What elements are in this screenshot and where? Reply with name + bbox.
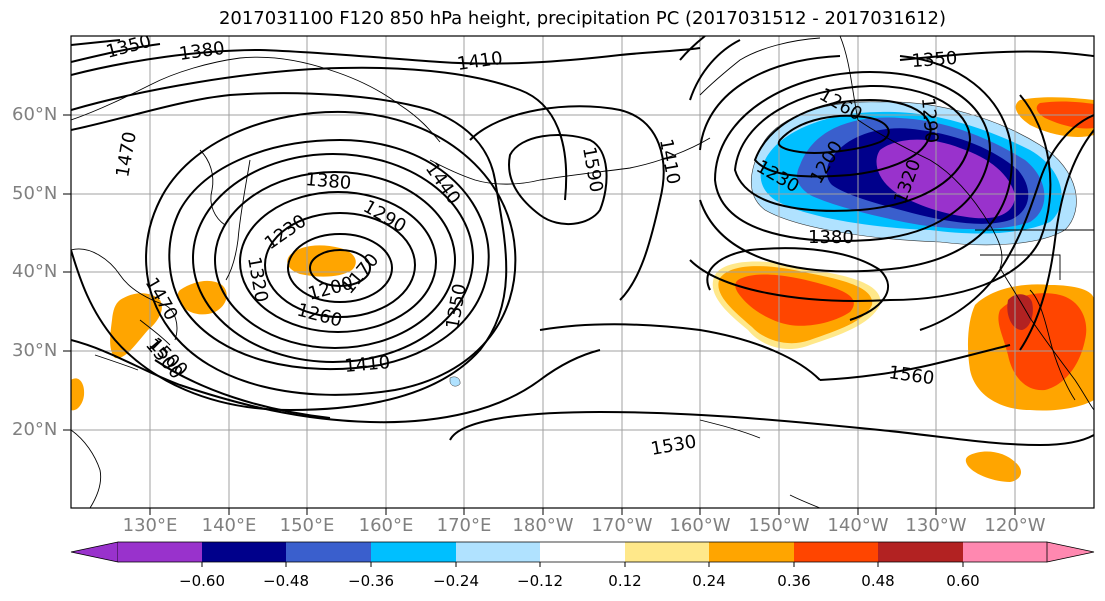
axis-ticks [63,114,1016,515]
chart-title: 2017031100 F120 850 hPa height, precipit… [218,8,947,29]
colorbar-tick-label: −0.36 [348,572,394,590]
colorbar-segment [625,542,709,562]
lon-label: 170°E [436,515,492,536]
colorbar-segment [286,542,371,562]
lon-label: 160°W [669,515,731,536]
contour-label: 1230 [261,211,311,254]
colorbar-tick-label: 0.48 [861,572,895,590]
contour-label: 1380 [808,227,854,248]
lat-label: 30°N [12,340,58,361]
lon-label: 150°W [748,515,810,536]
colorbar [70,541,1095,567]
colorbar-tick-label: 0.36 [777,572,811,590]
colorbar-tick-label: 0.12 [608,572,642,590]
lat-label: 40°N [12,261,58,282]
contour-label: 1410 [344,352,391,377]
colorbar-extend-low [70,541,119,563]
colorbar-segment [963,542,1047,562]
contour-label: 1530 [649,431,698,460]
colorbar-segment [794,542,878,562]
lat-label: 50°N [12,183,58,204]
colorbar-segment [202,542,286,562]
colorbar-tick-label: 0.60 [946,572,980,590]
colorbar-tick-label: −0.48 [263,572,309,590]
contour-label: 1290 [917,97,942,144]
colorbar-segment [118,542,202,562]
lon-label: 160°E [358,515,414,536]
lon-label: 170°W [591,515,653,536]
coastlines [71,36,1094,508]
colorbar-segment [456,542,540,562]
colorbar-tick-label: 0.24 [692,572,726,590]
colorbar-tick-label: −0.60 [179,572,225,590]
lon-label: 180°W [512,515,574,536]
contour-label: 1320 [243,255,272,304]
contour-label: 1290 [360,196,410,237]
lon-label: 140°W [827,515,889,536]
lat-label: 60°N [12,104,58,125]
lon-label: 130°W [905,515,967,536]
contour-label: 1380 [178,38,226,65]
lon-label: 140°E [201,515,257,536]
colorbar-segment [709,542,794,562]
colorbar-tick-label: −0.24 [433,572,479,590]
colorbar-segment [878,542,963,562]
contour-label: 1380 [305,169,352,194]
colorbar-segment [371,542,456,562]
lat-label: 20°N [12,419,58,440]
lon-label: 120°W [984,515,1046,536]
colorbar-tick-label: −0.12 [517,572,563,590]
height-contours [71,36,1094,447]
map-area: 1350 1380 1410 1470 1440 1500 1590 1410 … [71,36,1094,508]
contour-label: 1410 [456,48,504,75]
contour-label: 1410 [655,137,684,186]
contour-label: 1470 [112,130,141,179]
contour-label: 1350 [442,282,471,331]
colorbar-segment [540,542,625,562]
lon-label: 130°E [122,515,178,536]
colorbar-extend-high [1046,541,1095,563]
contour-label: 1350 [911,48,958,72]
lon-label: 150°E [279,515,335,536]
